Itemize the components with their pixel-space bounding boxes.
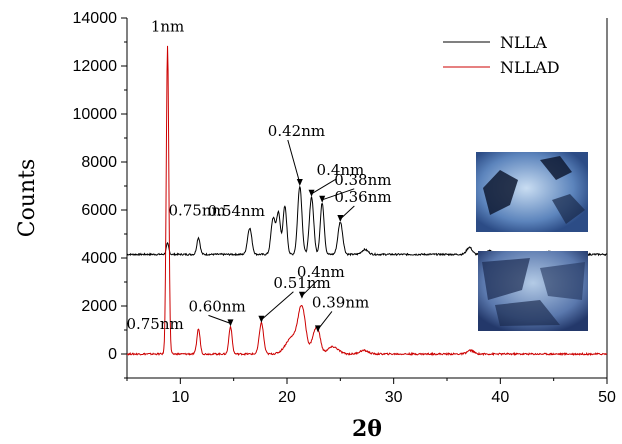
x-ticks: 10 20 30 40 50 bbox=[126, 378, 616, 406]
y-ticks: 0 2000 4000 6000 8000 10000 12000 14000 bbox=[73, 10, 127, 379]
annotation-label: 0.51nm bbox=[273, 274, 330, 292]
y-tick-label: 12000 bbox=[73, 58, 118, 75]
annotation-arrowhead bbox=[298, 291, 305, 299]
annotation-label: 0.38nm bbox=[334, 171, 391, 189]
y-tick-label: 4000 bbox=[81, 250, 117, 267]
annotation-label: 0.39nm bbox=[312, 293, 369, 311]
annotation-arrowhead bbox=[319, 195, 326, 203]
annotation-label: 0.4nm bbox=[317, 161, 365, 179]
annotation-label: 0.4nm bbox=[297, 263, 345, 281]
legend-label-nllad: NLLAD bbox=[500, 58, 560, 77]
series-line-nllad bbox=[126, 45, 608, 357]
y-tick-label: 8000 bbox=[81, 154, 117, 171]
x-axis-title: 2θ bbox=[352, 416, 382, 442]
y-tick-label: 2000 bbox=[81, 298, 117, 315]
legend-label-nlla: NLLA bbox=[500, 33, 547, 52]
annotation-label: 0.75nm bbox=[126, 315, 183, 333]
annotation-arrow bbox=[261, 291, 294, 321]
annotation-label: 0.75nm bbox=[168, 202, 225, 220]
annotation-arrowhead bbox=[337, 215, 344, 222]
annotation-arrowhead bbox=[227, 319, 234, 327]
x-tick-label: 30 bbox=[385, 389, 403, 406]
annotation-label-1nm: 1nm bbox=[151, 18, 184, 36]
annotation-label: 0.42nm bbox=[268, 122, 325, 140]
legend: NLLA NLLAD bbox=[443, 33, 560, 77]
annotation-label: 0.60nm bbox=[188, 297, 245, 315]
y-tick-label: 0 bbox=[108, 346, 117, 363]
annotation-label: 0.54nm bbox=[208, 202, 265, 220]
annotation-label: 0.36nm bbox=[334, 188, 391, 206]
micrograph-inset-top bbox=[476, 152, 588, 232]
annotation-arrow bbox=[208, 314, 231, 324]
y-tick-label: 10000 bbox=[73, 106, 118, 123]
y-tick-label: 14000 bbox=[73, 10, 118, 27]
annotation-arrowhead bbox=[258, 315, 265, 323]
annotation-arrow bbox=[322, 188, 355, 201]
x-tick-label: 40 bbox=[491, 389, 509, 406]
x-tick-label: 10 bbox=[171, 389, 189, 406]
annotation-arrow bbox=[311, 178, 337, 195]
y-tick-label: 6000 bbox=[81, 202, 117, 219]
annotations: 0.75nm0.54nm0.42nm0.4nm0.38nm0.36nm0.75n… bbox=[126, 18, 391, 333]
micrograph-inset-bottom bbox=[478, 251, 588, 331]
annotation-arrowhead bbox=[314, 325, 321, 333]
x-tick-label: 50 bbox=[598, 389, 616, 406]
y-axis-title: Counts bbox=[15, 159, 40, 238]
annotation-arrowhead bbox=[296, 179, 303, 186]
annotation-arrowhead bbox=[308, 189, 315, 197]
annotation-arrow bbox=[287, 139, 301, 184]
x-tick-label: 20 bbox=[278, 389, 296, 406]
annotation-arrow bbox=[339, 205, 355, 220]
annotation-arrow bbox=[301, 280, 318, 297]
